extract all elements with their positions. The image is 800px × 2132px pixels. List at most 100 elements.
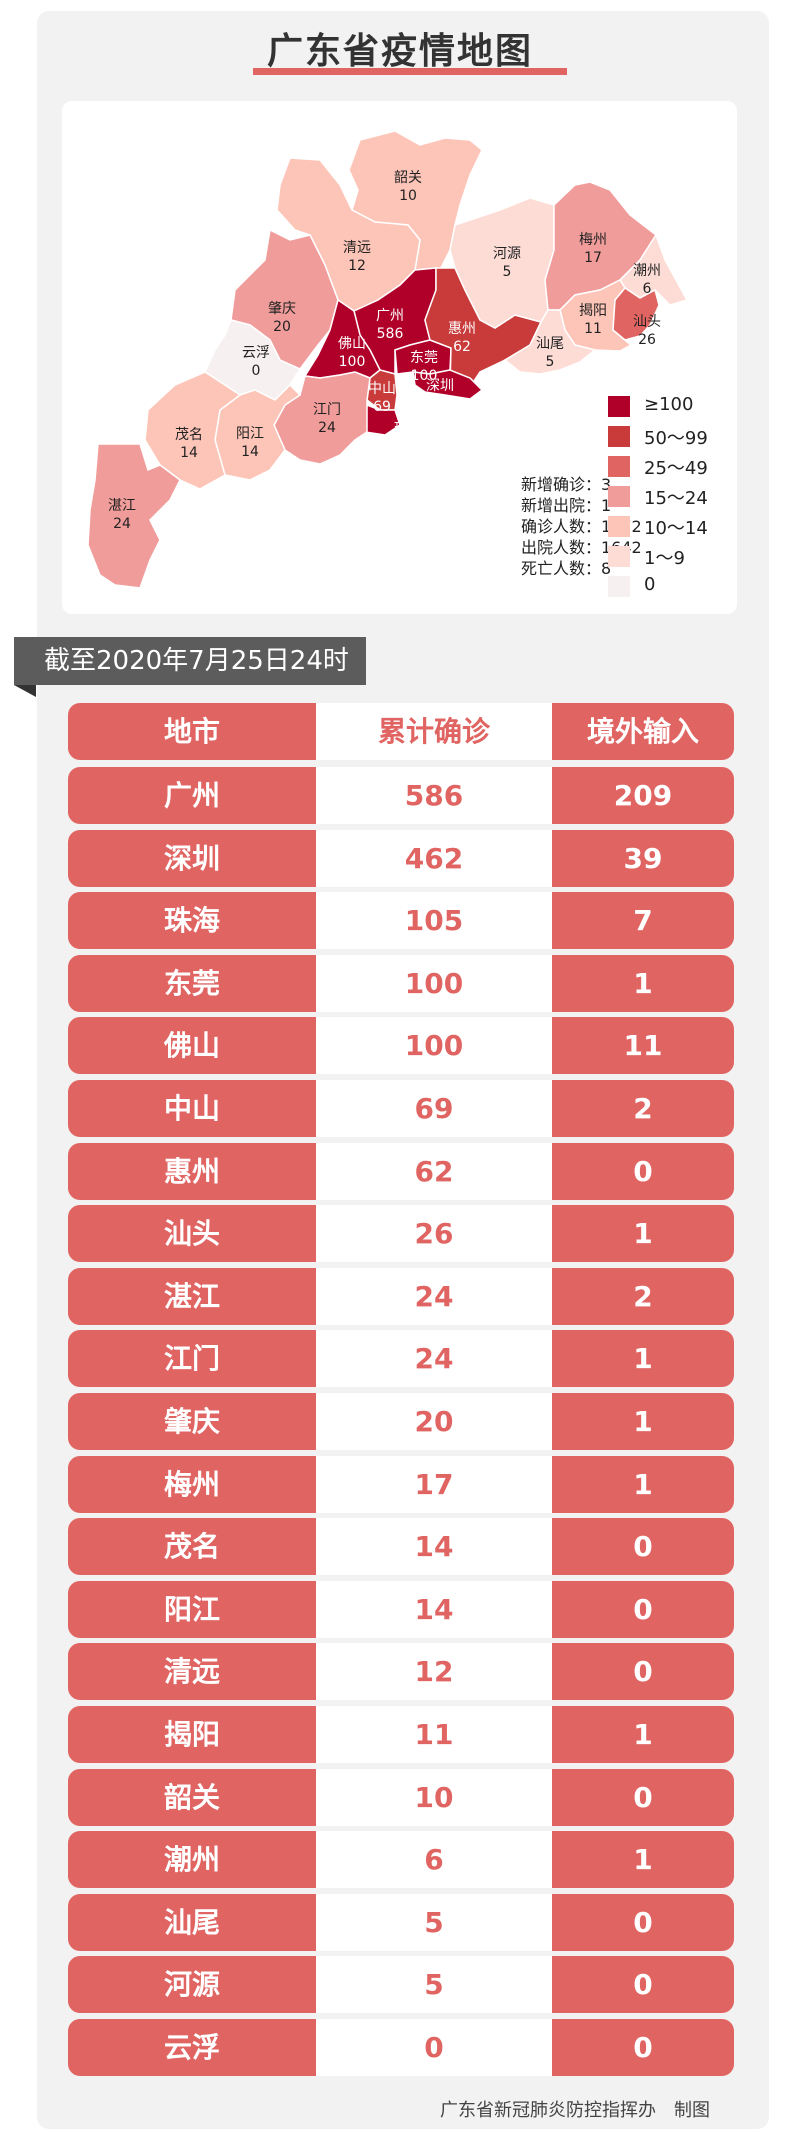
map-region (612, 287, 660, 341)
map-label-name: 湛江 (108, 498, 136, 514)
map-region (87, 443, 181, 589)
map-label-name: 汕尾 (536, 336, 564, 352)
cell-city: 阳江 (68, 1580, 316, 1638)
legend-label: 10～14 (644, 518, 708, 539)
cell-imported: 1 (552, 1831, 734, 1889)
cell-city: 中山 (68, 1080, 316, 1137)
map-region (366, 369, 398, 411)
map-label-name: 佛山 (338, 336, 366, 352)
header-city: 地市 (68, 703, 316, 760)
cell-imported: 0 (552, 1768, 734, 1826)
cell-city: 深圳 (68, 829, 316, 887)
map-label-name: 汕头 (633, 314, 661, 330)
table-row: 江门 24 1 (68, 1330, 734, 1388)
map-label-value: 5 (503, 264, 512, 280)
cell-city: 汕尾 (68, 1893, 316, 1951)
map-label-value: 0 (252, 363, 261, 379)
table-row: 肇庆 20 1 (68, 1393, 734, 1450)
map-label-value: 20 (273, 319, 291, 335)
map-panel: 韶关 10 清远 12 肇庆 20 云浮 0 广州 586 佛山 100 东莞 100 惠州 62 深圳 462 中… (62, 101, 737, 614)
cell-imported: 0 (552, 1956, 734, 2014)
table-row: 潮州 6 1 (68, 1831, 734, 1889)
cell-city: 揭阳 (68, 1706, 316, 1763)
table-row: 清远 12 0 (68, 1643, 734, 1701)
map-label-value: 26 (638, 332, 656, 348)
map-label-name: 深圳 (426, 378, 454, 394)
map-label-name: 江门 (313, 402, 341, 418)
cell-city: 汕头 (68, 1205, 316, 1263)
map-label-value: 586 (377, 326, 404, 342)
map-region (503, 309, 597, 375)
table-row: 云浮 0 0 (68, 2019, 734, 2076)
map-label-value: 24 (113, 516, 131, 532)
cell-imported: 1 (552, 1706, 734, 1763)
stat-line: 新增出院：1 (521, 496, 612, 515)
map-label-name: 梅州 (579, 232, 607, 248)
map-label-value: 100 (339, 354, 366, 370)
map-label-name: 惠州 (448, 321, 476, 337)
table-row: 梅州 17 1 (68, 1455, 734, 1513)
legend-swatch (608, 576, 630, 597)
header-imported: 境外输入 (552, 703, 734, 760)
map-label-value: 105 (395, 439, 422, 455)
cell-city: 茂名 (68, 1518, 316, 1576)
cell-imported: 2 (552, 1080, 734, 1137)
legend-label: 0 (644, 574, 656, 595)
header-confirmed: 累计确诊 (316, 703, 552, 760)
cell-confirmed: 0 (316, 2019, 552, 2076)
cell-imported: 2 (552, 1267, 734, 1325)
cell-confirmed: 10 (316, 1768, 552, 1826)
cell-city: 潮州 (68, 1831, 316, 1889)
stat-line: 新增确诊：3 (521, 475, 612, 494)
cell-city: 河源 (68, 1956, 316, 2014)
cell-confirmed: 11 (316, 1706, 552, 1763)
map-label-value: 14 (180, 445, 198, 461)
cell-city: 湛江 (68, 1267, 316, 1325)
table-row: 揭阳 11 1 (68, 1706, 734, 1763)
cell-city: 珠海 (68, 892, 316, 950)
cell-imported: 209 (552, 767, 734, 824)
map-label-name: 阳江 (236, 426, 264, 442)
map-label-value: 5 (546, 354, 555, 370)
cell-city: 梅州 (68, 1455, 316, 1513)
map-label-value: 12 (348, 258, 366, 274)
legend-swatch (608, 456, 630, 477)
cell-city: 惠州 (68, 1142, 316, 1200)
legend-swatch (608, 546, 630, 567)
map-label-name: 珠海 (394, 421, 422, 437)
map-label-value: 14 (241, 444, 259, 460)
cell-imported: 0 (552, 1142, 734, 1200)
cell-imported: 1 (552, 1330, 734, 1388)
cell-confirmed: 12 (316, 1643, 552, 1701)
map-label-name: 韶关 (394, 170, 422, 186)
map-label-name: 茂名 (175, 426, 203, 443)
banner-fold (14, 685, 36, 697)
table-row: 广州 586 209 (68, 767, 734, 824)
legend-swatch (608, 396, 630, 417)
map-label-value: 462 (427, 396, 454, 412)
table-row: 惠州 62 0 (68, 1142, 734, 1200)
cell-city: 佛山 (68, 1017, 316, 1075)
cell-confirmed: 24 (316, 1330, 552, 1388)
cell-confirmed: 5 (316, 1956, 552, 2014)
page-title: 广东省疫情地图 (266, 31, 533, 72)
cell-confirmed: 14 (316, 1518, 552, 1576)
table-row: 韶关 10 0 (68, 1768, 734, 1826)
legend-label: ≥100 (644, 394, 694, 415)
date-banner: 截至2020年7月25日24时 (14, 637, 366, 685)
cell-confirmed: 6 (316, 1831, 552, 1889)
cell-city: 云浮 (68, 2019, 316, 2076)
cell-confirmed: 62 (316, 1142, 552, 1200)
map-label-name: 中山 (368, 381, 396, 397)
cell-imported: 7 (552, 892, 734, 950)
cell-imported: 0 (552, 2019, 734, 2076)
map-label-value: 69 (373, 399, 391, 415)
cell-confirmed: 462 (316, 829, 552, 887)
cell-city: 东莞 (68, 954, 316, 1012)
table-row: 中山 69 2 (68, 1080, 734, 1137)
map-label-value: 24 (318, 420, 336, 436)
map-region (412, 369, 484, 400)
table-row: 河源 5 0 (68, 1956, 734, 2014)
cell-confirmed: 14 (316, 1580, 552, 1638)
table-row: 深圳 462 39 (68, 829, 734, 887)
